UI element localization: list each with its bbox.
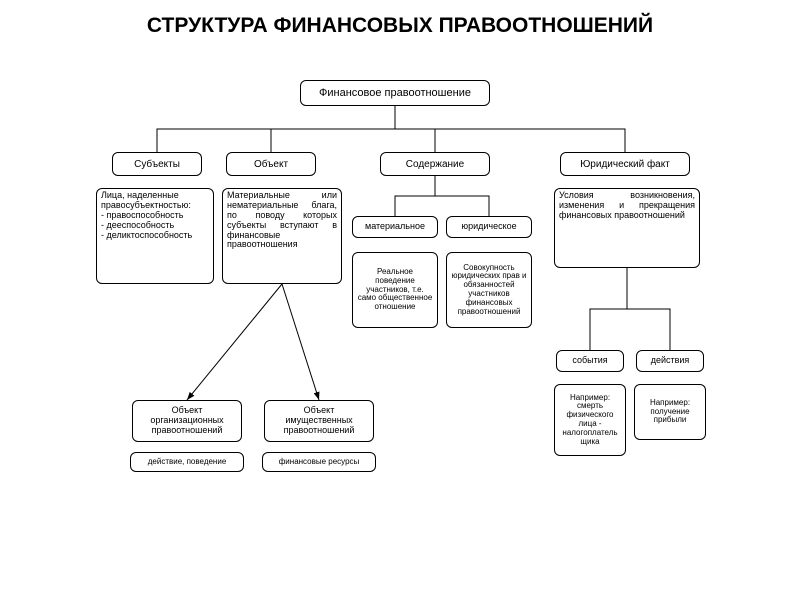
edge-root-fact <box>395 106 625 152</box>
node-actions_desc: Например: получение прибыли <box>634 384 706 440</box>
node-obj_prop_desc: финансовые ресурсы <box>262 452 376 472</box>
node-content: Содержание <box>380 152 490 176</box>
node-subj_desc: Лица, наделенные правосубъектностью: - п… <box>96 188 214 284</box>
node-jur: юридическое <box>446 216 532 238</box>
node-actions: действия <box>636 350 704 372</box>
edge-obj_desc-obj_prop <box>282 284 319 400</box>
node-mat: материальное <box>352 216 438 238</box>
node-obj: Объект <box>226 152 316 176</box>
edge-content-mat <box>395 176 435 216</box>
edge-root-subj <box>157 106 395 152</box>
node-obj_desc: Материальные или нематериальные блага, п… <box>222 188 342 284</box>
node-obj_org_desc: действие, поведение <box>130 452 244 472</box>
edge-fact_desc-actions <box>627 268 670 350</box>
node-root: Финансовое правоотношение <box>300 80 490 106</box>
node-mat_desc: Реальное поведение участников, т.е. само… <box>352 252 438 328</box>
edge-fact_desc-events <box>590 268 627 350</box>
edge-root-obj <box>271 106 395 152</box>
edge-content-jur <box>435 176 489 216</box>
edge-root-content <box>395 106 435 152</box>
node-events_desc: Например: смерть физического лица - нало… <box>554 384 626 456</box>
node-fact_desc: Условия возникновения, изменения и прекр… <box>554 188 700 268</box>
node-obj_prop: Объект имущественных правоотношений <box>264 400 374 442</box>
node-fact: Юридический факт <box>560 152 690 176</box>
node-subj: Субъекты <box>112 152 202 176</box>
edge-obj_desc-obj_org <box>187 284 282 400</box>
node-obj_org: Объект организационных правоотношений <box>132 400 242 442</box>
node-events: события <box>556 350 624 372</box>
node-jur_desc: Совокупность юридических прав и обязанно… <box>446 252 532 328</box>
diagram-title: СТРУКТУРА ФИНАНСОВЫХ ПРАВООТНОШЕНИЙ <box>0 14 800 38</box>
